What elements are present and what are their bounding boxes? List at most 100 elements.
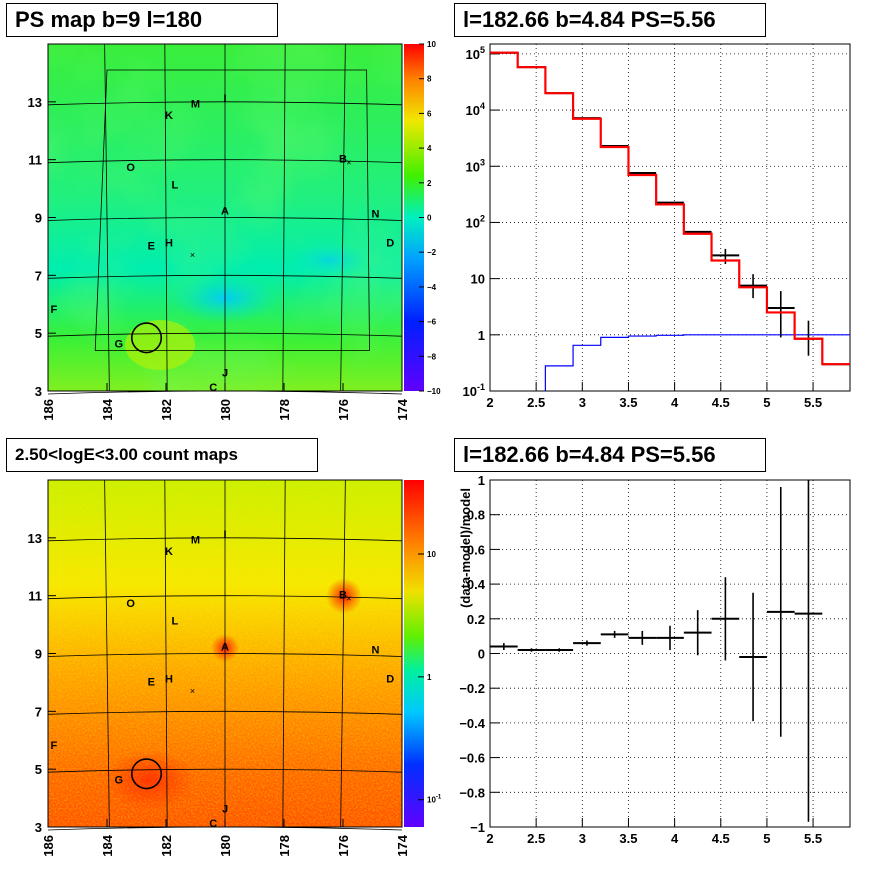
count-map-ytick-label: 13 xyxy=(28,531,42,546)
count-map-grid-l xyxy=(164,479,168,828)
count-map-xtick-label: 186 xyxy=(41,835,56,857)
residual-ytick-label: 0 xyxy=(478,647,485,662)
spectrum-xtick-label: 2.5 xyxy=(527,395,545,410)
count-map-source-label: B xyxy=(339,590,347,602)
spectrum-frame xyxy=(489,43,851,392)
ps-colorbar-label: 8 xyxy=(427,75,432,84)
count-map-source-label: C xyxy=(209,818,217,830)
ps-map-ytick-label: 7 xyxy=(35,268,42,283)
count-map-grid-l xyxy=(104,479,110,828)
count-map-source-label: A xyxy=(221,642,229,654)
ps-map-ytick-label: 5 xyxy=(35,326,42,341)
ps-map-xtick-label: 178 xyxy=(277,399,292,421)
residual-ytick-label: −0.6 xyxy=(459,751,485,766)
ps-map-cross-marker: × xyxy=(346,157,351,167)
ps-map-xtick-label: 182 xyxy=(159,399,174,421)
ps-map-xtick-label: 180 xyxy=(218,399,233,421)
count-map-ytick-label: 3 xyxy=(35,820,42,835)
residual-xtick-label: 3.5 xyxy=(619,831,637,846)
residual-ytick-label: −0.2 xyxy=(459,681,485,696)
ps-map-colorbar xyxy=(404,44,424,391)
ps-map-source-label: O xyxy=(126,162,135,174)
source-model-line xyxy=(544,334,850,391)
count-map-xtick-label: 176 xyxy=(336,835,351,857)
residual-xtick-label: 4.5 xyxy=(712,831,730,846)
count-map-source-label: H xyxy=(165,673,173,685)
spectrum-panel: 2 2.5 3 3.5 4 4.5 5 5.5 10-1 1 10 102 103 104 105 xyxy=(463,43,851,410)
count-map-source-label: J xyxy=(222,804,228,816)
count-colorbar-label: 10 xyxy=(427,550,436,559)
count-map-title: 2.50<logE<3.00 count maps xyxy=(6,438,318,472)
residual-xtick-label: 4 xyxy=(671,831,679,846)
residual-ytick-label: 0.8 xyxy=(467,508,485,523)
ps-colorbar-label: 2 xyxy=(427,179,432,188)
ps-map-source-label: F xyxy=(51,304,58,316)
total-model-line xyxy=(490,51,850,366)
residual-ylabel: (data-model)/model xyxy=(458,488,473,608)
spectrum-xtick-label: 4 xyxy=(671,395,679,410)
spectrum-xtick-label: 5.5 xyxy=(804,395,822,410)
spectrum-ytick-label: 105 xyxy=(466,45,485,62)
spectrum-title: l=182.66 b=4.84 PS=5.56 xyxy=(454,3,766,37)
ps-map-field-outline xyxy=(94,69,370,351)
residual-title: l=182.66 b=4.84 PS=5.56 xyxy=(454,438,766,472)
count-map-source-label: G xyxy=(115,775,124,787)
ps-colorbar-label: −6 xyxy=(427,318,437,327)
count-map-colorbar xyxy=(404,480,424,827)
ps-map-grid-l xyxy=(340,43,346,392)
ps-map-source-label: N xyxy=(371,209,379,221)
ps-map-source-label: K xyxy=(165,110,173,122)
count-map-ps-circle xyxy=(130,758,163,790)
ps-colorbar-label: 10 xyxy=(427,40,436,49)
residual-ytick-label: −1 xyxy=(470,820,485,835)
ps-map-title: PS map b=9 l=180 xyxy=(6,3,278,37)
ps-map-source-label: B xyxy=(339,154,347,166)
spectrum-xtick-label: 4.5 xyxy=(712,395,730,410)
spectrum-xtick-label: 3.5 xyxy=(619,395,637,410)
ps-map-source-label: A xyxy=(221,206,229,218)
ps-map-grid-l xyxy=(282,43,286,392)
count-map-ytick-label: 7 xyxy=(35,704,42,719)
count-map-ytick-label: 11 xyxy=(28,589,42,604)
ps-map-cyan-region-2 xyxy=(290,242,370,278)
spectrum-ytick-label: 10 xyxy=(471,272,485,287)
count-map-ytick-label: 9 xyxy=(35,647,42,662)
ps-colorbar-label: −4 xyxy=(427,283,437,292)
residual-xtick-label: 5.5 xyxy=(804,831,822,846)
residual-xtick-label: 5 xyxy=(763,831,770,846)
ps-colorbar-label: 4 xyxy=(427,144,432,153)
residual-xtick-label: 3 xyxy=(579,831,586,846)
ps-map-source-label: E xyxy=(148,240,155,252)
ps-colorbar-label: −2 xyxy=(427,248,437,257)
count-map-source-label: O xyxy=(126,598,135,610)
residual-ytick-label: 0.6 xyxy=(467,542,485,557)
spectrum-xtick-label: 3 xyxy=(579,395,586,410)
count-map-hotspot-g xyxy=(105,750,195,810)
count-map-grid-l xyxy=(340,479,346,828)
count-map-grid-l xyxy=(282,479,286,828)
ps-map-ytick-label: 9 xyxy=(35,211,42,226)
count-map-source-label: L xyxy=(171,616,178,628)
count-map-ytick-label: 5 xyxy=(35,762,42,777)
residual-panel: 2 2.5 3 3.5 4 4.5 5 5.5 −1 −0.8 −0.6 −0.4 −0.2 0 0.2 0.… xyxy=(458,473,851,846)
spectrum-ytick-label: 10-1 xyxy=(463,382,485,399)
ps-map-ytick-label: 13 xyxy=(28,95,42,110)
count-map-xtick-label: 180 xyxy=(218,835,233,857)
ps-map-source-label: L xyxy=(171,180,178,192)
count-map-panel: M I K O B L A N HE D F G JC × × 186 184 182 180 178 176 174 3… xyxy=(28,479,442,857)
count-map-xtick-label: 174 xyxy=(395,834,410,856)
ps-map-source-label: I xyxy=(223,93,226,105)
ps-colorbar-label: −10 xyxy=(427,387,441,396)
count-map-source-label: E xyxy=(148,676,155,688)
count-map-source-label: I xyxy=(223,529,226,541)
spectrum-ytick-label: 102 xyxy=(466,213,485,230)
ps-map-xtick-label: 176 xyxy=(336,399,351,421)
spectrum-ytick-label: 1 xyxy=(478,328,485,343)
ps-map-source-label: J xyxy=(222,368,228,380)
spectrum-ytick-label: 103 xyxy=(466,157,485,174)
ps-colorbar-label: −8 xyxy=(427,352,437,361)
ps-map-cross-marker: × xyxy=(190,250,195,260)
count-colorbar-label: 1 xyxy=(427,673,432,682)
residual-xtick-label: 2.5 xyxy=(527,831,545,846)
